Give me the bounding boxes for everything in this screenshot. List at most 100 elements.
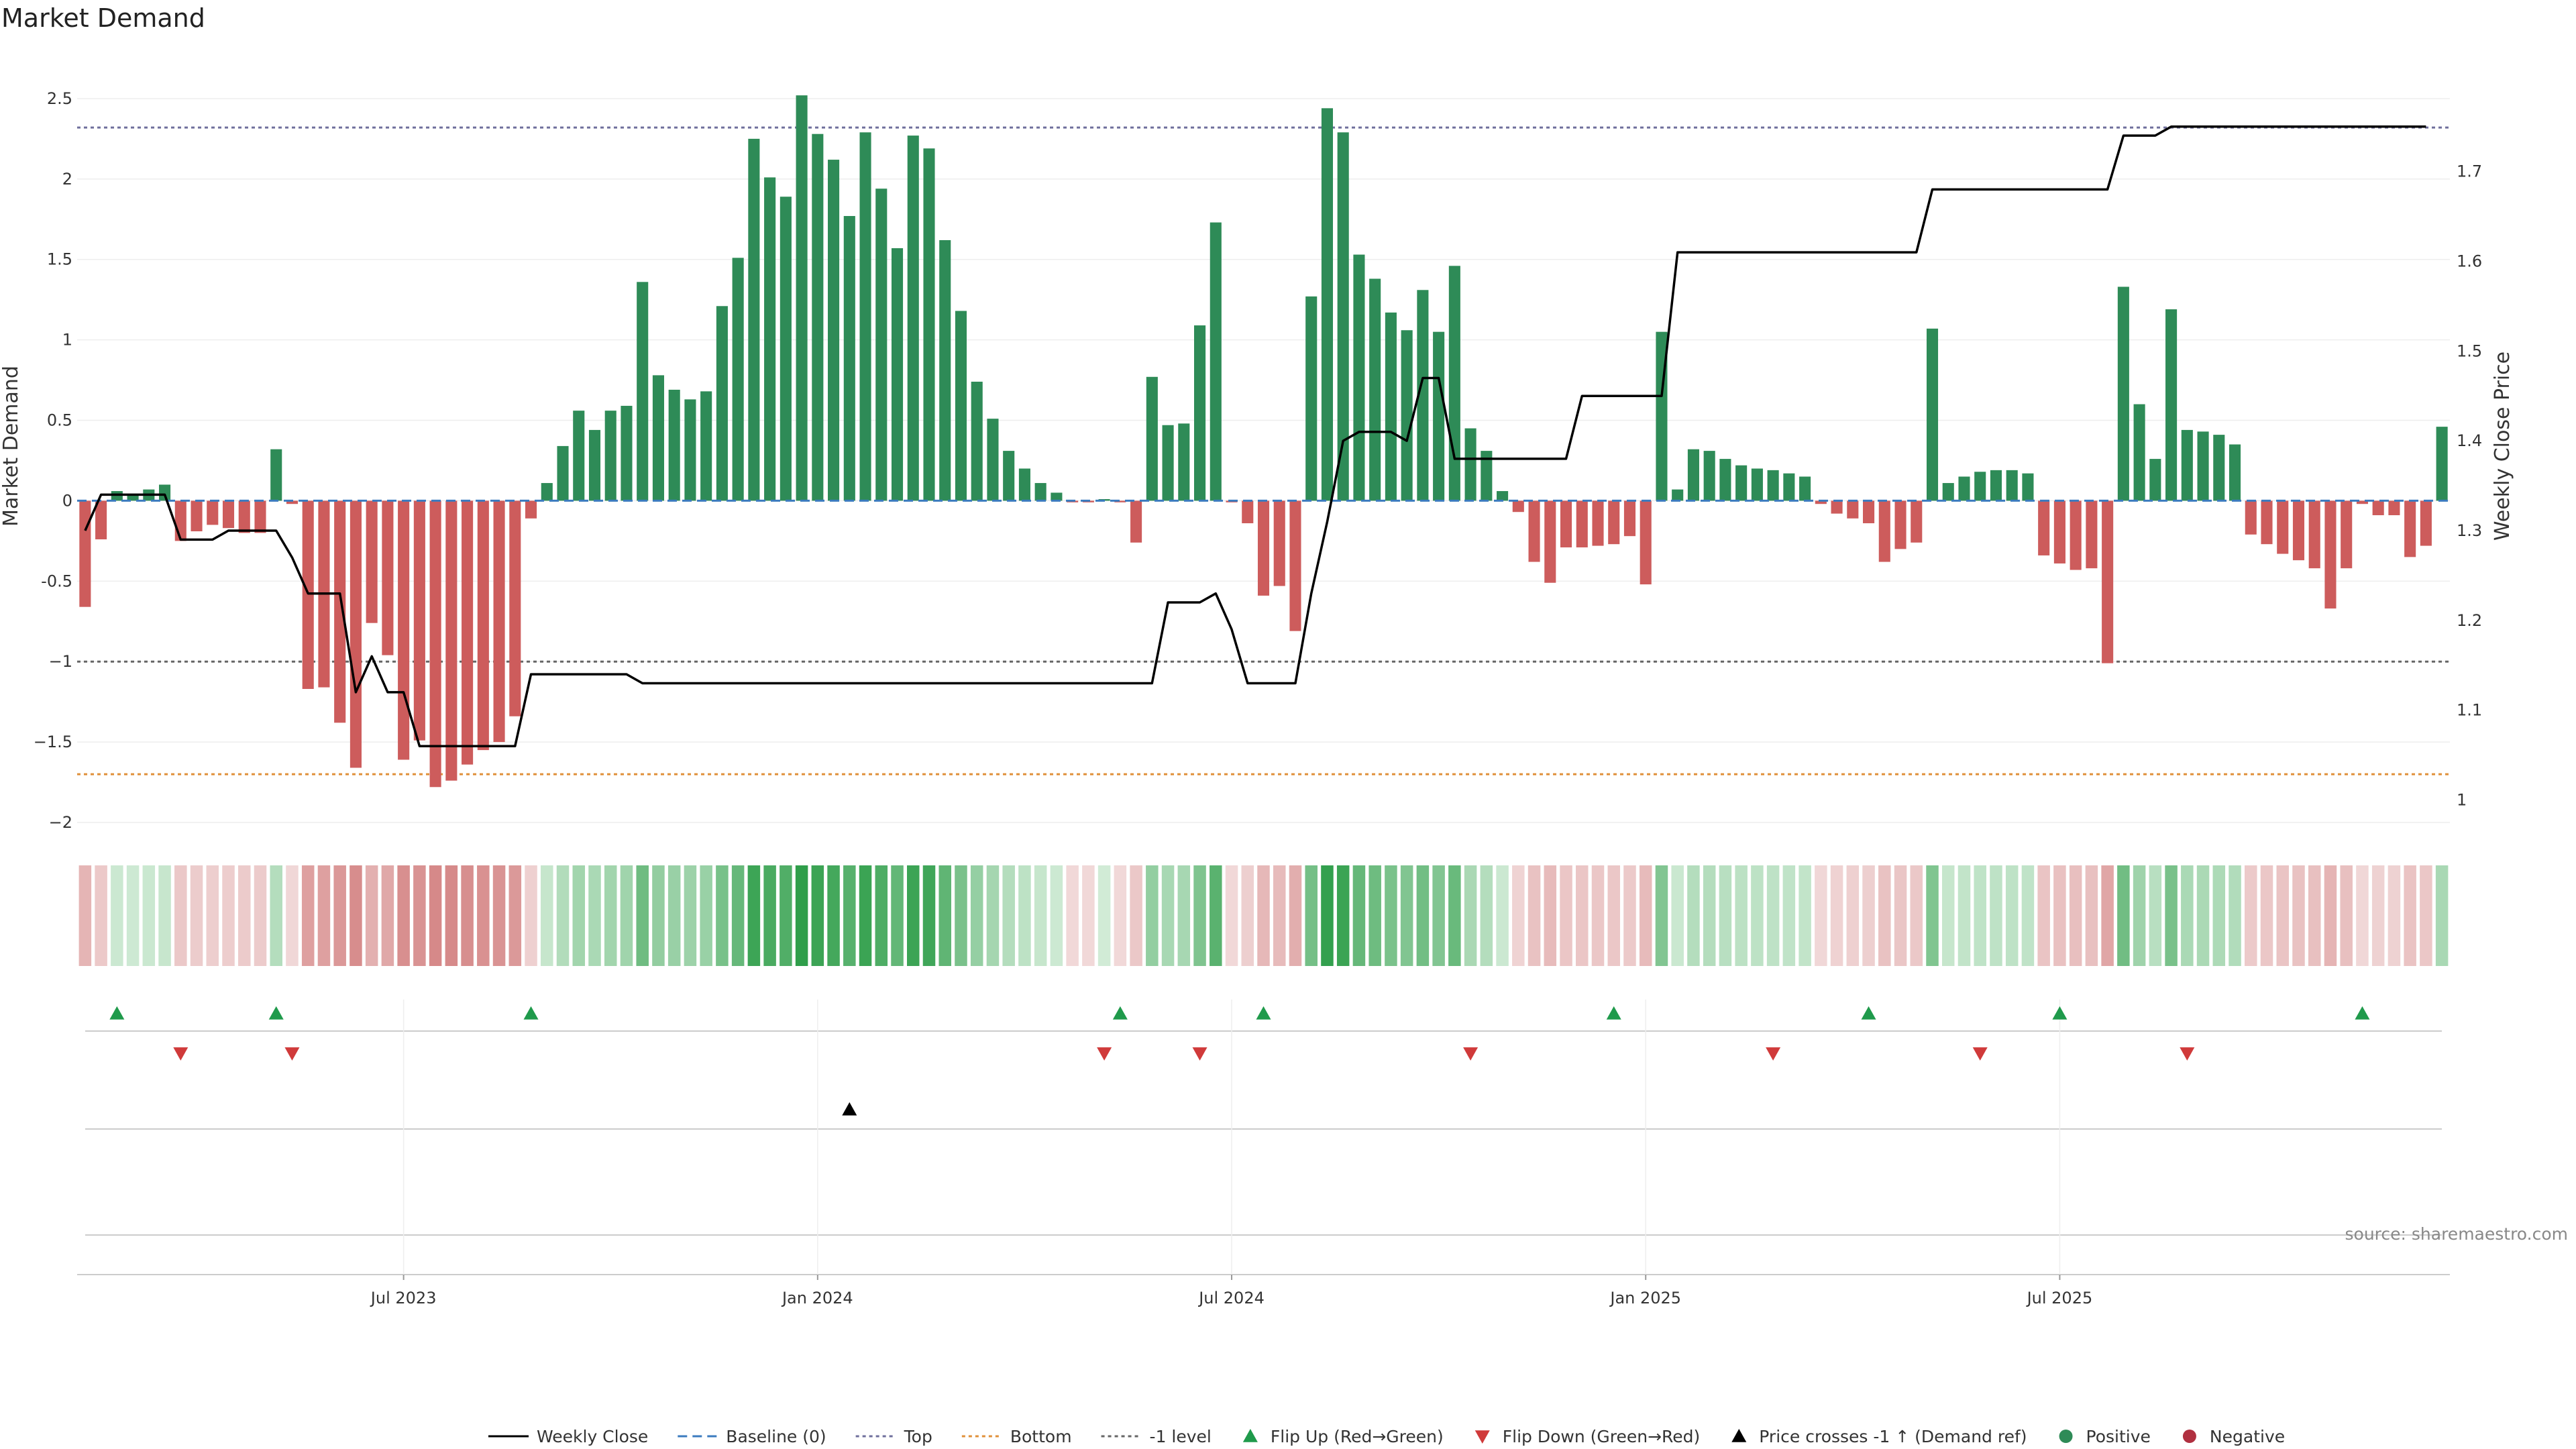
demand-bar	[1894, 500, 1907, 549]
heat-cell	[477, 865, 490, 966]
demand-bar	[1831, 500, 1843, 514]
demand-bar	[286, 500, 299, 504]
right-axis-label: Weekly Close Price	[2491, 352, 2514, 541]
demand-bar	[191, 500, 203, 531]
heat-cell	[1655, 865, 1668, 966]
left-tick-label: 0	[62, 491, 72, 510]
heat-cell	[237, 865, 251, 966]
demand-bar	[334, 500, 346, 723]
heat-cell	[1576, 865, 1589, 966]
demand-bar	[1608, 500, 1620, 545]
demand-bar	[1018, 468, 1030, 501]
heat-cell	[2149, 865, 2162, 966]
demand-bar	[987, 419, 999, 501]
demand-bar	[1257, 500, 1270, 596]
demand-bar	[891, 248, 904, 501]
demand-bar	[2341, 500, 2353, 569]
demand-bar	[1146, 376, 1158, 501]
right-tick-label: 1.6	[2457, 252, 2482, 270]
legend-swatch	[2182, 1430, 2196, 1443]
heat-cell	[1527, 865, 1541, 966]
demand-bar	[111, 491, 123, 501]
flip-up-marker	[2355, 1006, 2370, 1020]
heat-cell	[461, 865, 474, 966]
heat-cell	[1894, 865, 1907, 966]
heat-cell	[1018, 865, 1031, 966]
left-tick-label: 2	[62, 170, 72, 189]
demand-bar	[2245, 500, 2257, 535]
heat-cell	[780, 865, 792, 966]
heat-cell	[1368, 865, 1381, 966]
heat-cell	[413, 865, 426, 966]
demand-bar	[716, 306, 728, 501]
heat-cell	[1974, 865, 1986, 966]
heat-cell	[652, 865, 665, 966]
right-tick-label: 1.2	[2457, 611, 2482, 630]
flip-down-marker	[173, 1047, 189, 1061]
demand-bar	[748, 138, 760, 501]
demand-bar	[2229, 444, 2241, 501]
legend-label: Bottom	[1010, 1427, 1072, 1446]
heat-cell	[301, 865, 315, 966]
heat-cell	[556, 865, 570, 966]
heat-cell	[2308, 865, 2321, 966]
heat-cell	[1273, 865, 1286, 966]
heat-cell	[1464, 865, 1477, 966]
heat-cell	[763, 865, 776, 966]
heat-cell	[525, 865, 537, 966]
flip-up-marker	[1112, 1006, 1128, 1020]
legend-swatch	[2059, 1430, 2073, 1443]
demand-bar	[2149, 459, 2161, 501]
heat-cell	[2165, 865, 2178, 966]
heat-cell	[1241, 865, 1254, 966]
left-tick-label: 1	[62, 331, 72, 350]
demand-bar	[1560, 500, 1572, 547]
demand-bar	[462, 500, 474, 765]
heat-cell	[747, 865, 761, 966]
demand-bar	[1544, 500, 1556, 583]
demand-bar	[493, 500, 505, 743]
heat-cell	[922, 865, 936, 966]
demand-bar	[652, 375, 664, 501]
heat-cell	[1703, 865, 1716, 966]
demand-bar	[366, 500, 378, 623]
heat-cell	[1177, 865, 1191, 966]
demand-bar	[1448, 266, 1460, 501]
legend-item: Flip Down (Green→Red)	[1474, 1427, 1700, 1446]
demand-bar	[732, 258, 744, 501]
demand-bar	[2404, 500, 2416, 557]
heat-cell	[955, 865, 967, 966]
flip-down-marker	[1463, 1047, 1479, 1061]
heat-cell	[2371, 865, 2385, 966]
legend-item: Positive	[2059, 1427, 2151, 1446]
demand-bar	[398, 500, 410, 760]
x-tick-label: Jan 2025	[1609, 1289, 1681, 1307]
heat-cell	[2229, 865, 2241, 966]
demand-bar	[875, 189, 888, 501]
demand-bar	[270, 449, 282, 501]
demand-bar	[573, 411, 585, 501]
heat-cell	[986, 865, 1000, 966]
demand-bar	[350, 500, 362, 768]
x-tick-label: Jan 2024	[781, 1289, 853, 1307]
heat-cell	[700, 865, 712, 966]
demand-bar	[1464, 428, 1477, 501]
heat-cell	[142, 865, 156, 966]
demand-bar	[79, 500, 91, 607]
demand-bar	[2181, 429, 2193, 501]
demand-bar	[2277, 500, 2289, 554]
heat-cell	[2053, 865, 2066, 966]
heat-cell	[2133, 865, 2146, 966]
heat-cell	[1114, 865, 1127, 966]
heat-cell	[2387, 865, 2401, 966]
left-tick-label: 1.5	[47, 250, 72, 269]
legend-item: Negative	[2182, 1427, 2285, 1446]
demand-bar	[2006, 470, 2018, 501]
demand-bar	[1353, 254, 1365, 501]
x-tick-label: Jul 2025	[2026, 1289, 2093, 1307]
heat-cell	[1480, 865, 1493, 966]
heat-cell	[1289, 865, 1302, 966]
flip-up-marker	[1861, 1006, 1876, 1020]
heat-cell	[445, 865, 458, 966]
